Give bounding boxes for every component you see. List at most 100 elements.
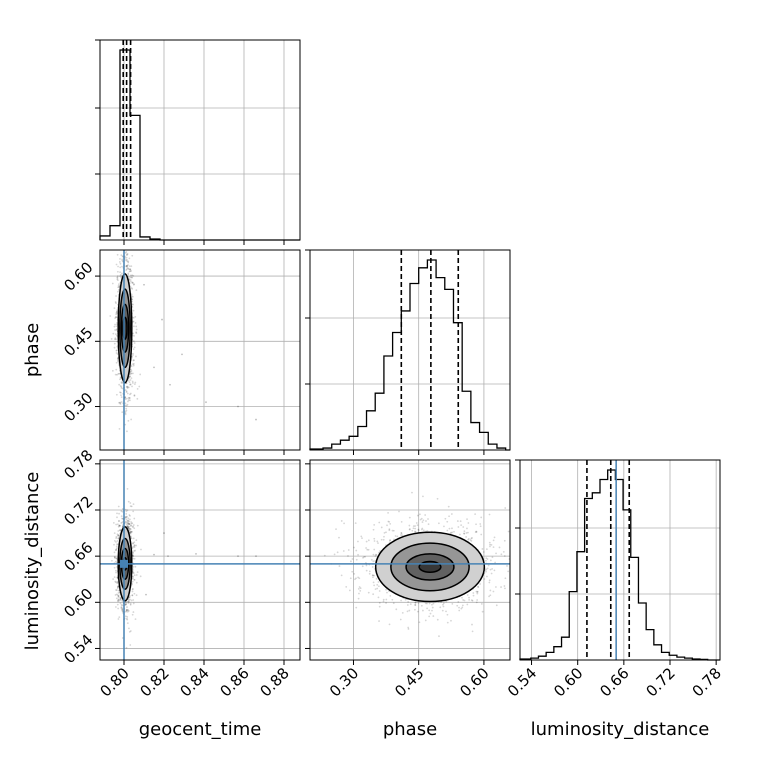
sample-point xyxy=(121,608,124,611)
sample-point xyxy=(367,548,370,551)
sample-point xyxy=(126,266,128,268)
sample-point xyxy=(373,540,376,542)
sample-point xyxy=(117,286,120,289)
sample-point xyxy=(125,386,128,388)
sample-point xyxy=(115,581,117,584)
sample-point xyxy=(486,575,488,578)
sample-point xyxy=(125,603,128,606)
sample-point xyxy=(125,609,128,612)
sample-point xyxy=(372,581,375,584)
sample-point xyxy=(414,603,417,606)
sample-point xyxy=(129,368,132,371)
sample-point xyxy=(131,522,134,525)
sample-point xyxy=(127,272,130,275)
sample-point xyxy=(129,644,132,646)
sample-point xyxy=(120,396,123,398)
sample-point xyxy=(135,325,138,328)
sample-point xyxy=(124,404,127,407)
sample-point xyxy=(472,592,475,594)
sample-point xyxy=(136,397,139,400)
sample-point xyxy=(450,531,452,534)
sample-point xyxy=(113,325,116,328)
sample-point xyxy=(421,521,424,523)
y-tick-label-phase: 0.60 xyxy=(60,258,96,294)
sample-point xyxy=(368,570,371,573)
sample-point xyxy=(125,521,128,524)
sample-point xyxy=(408,528,411,530)
sample-point xyxy=(121,259,124,262)
sample-point xyxy=(358,577,361,580)
sample-point xyxy=(132,382,134,384)
sample-point xyxy=(124,252,127,254)
sample-point xyxy=(467,522,470,524)
sample-point xyxy=(116,253,119,256)
sample-point xyxy=(420,517,423,520)
sample-point xyxy=(347,549,350,551)
sample-point xyxy=(476,590,479,593)
sample-point xyxy=(117,534,120,537)
sample-point xyxy=(506,565,508,567)
sample-point xyxy=(117,530,120,532)
sample-point xyxy=(114,580,117,583)
sample-point xyxy=(128,627,130,630)
sample-point xyxy=(115,557,118,560)
y-tick-label-luminosity_distance: 0.54 xyxy=(60,631,96,667)
sample-point xyxy=(128,599,130,602)
sample-point xyxy=(127,517,130,520)
sample-point xyxy=(124,412,127,414)
sample-point xyxy=(133,592,136,595)
sample-point xyxy=(133,578,135,581)
sample-point xyxy=(463,599,466,602)
outlier-point xyxy=(255,418,257,421)
sample-point xyxy=(127,519,130,522)
sample-point xyxy=(126,525,129,528)
sample-point xyxy=(128,630,131,633)
sample-point xyxy=(118,524,121,527)
sample-point xyxy=(373,537,376,540)
outlier-point xyxy=(181,353,183,356)
sample-point xyxy=(124,410,127,413)
sample-point xyxy=(389,539,391,542)
sample-point xyxy=(121,507,124,510)
sample-point xyxy=(129,630,132,632)
sample-point xyxy=(118,520,120,523)
sample-point xyxy=(132,503,135,506)
sample-point xyxy=(383,535,385,538)
sample-point xyxy=(363,555,365,558)
sample-point xyxy=(368,572,371,575)
sample-point xyxy=(485,570,487,573)
sample-point xyxy=(119,384,122,387)
panel-frame xyxy=(309,459,511,661)
sample-point xyxy=(132,542,135,545)
sample-point xyxy=(131,282,134,284)
sample-point xyxy=(388,623,391,626)
sample-point xyxy=(127,521,130,524)
sample-point xyxy=(124,398,127,401)
sample-point xyxy=(126,519,129,522)
sample-point xyxy=(365,540,368,543)
sample-point xyxy=(127,602,130,605)
sample-point xyxy=(365,569,368,572)
sample-point xyxy=(112,578,115,580)
sample-point xyxy=(116,353,119,355)
sample-point xyxy=(475,530,478,533)
sample-point xyxy=(133,546,136,549)
sample-point xyxy=(457,600,460,603)
sample-point xyxy=(117,594,119,597)
sample-point xyxy=(128,523,131,525)
x-tick-label-geocent_time: 0.86 xyxy=(216,664,252,700)
sample-point xyxy=(127,600,130,603)
sample-point xyxy=(131,295,134,298)
sample-point xyxy=(133,394,136,397)
sample-point xyxy=(343,522,345,525)
sample-point xyxy=(447,505,450,508)
sample-point xyxy=(121,607,124,610)
x-tick-label-phase: 0.45 xyxy=(391,664,427,700)
sample-point xyxy=(132,524,135,526)
sample-point xyxy=(117,618,120,620)
sample-point xyxy=(442,605,445,608)
sample-point xyxy=(129,531,132,534)
sample-point xyxy=(436,497,439,500)
sample-point xyxy=(116,543,118,546)
sample-point xyxy=(422,519,425,522)
